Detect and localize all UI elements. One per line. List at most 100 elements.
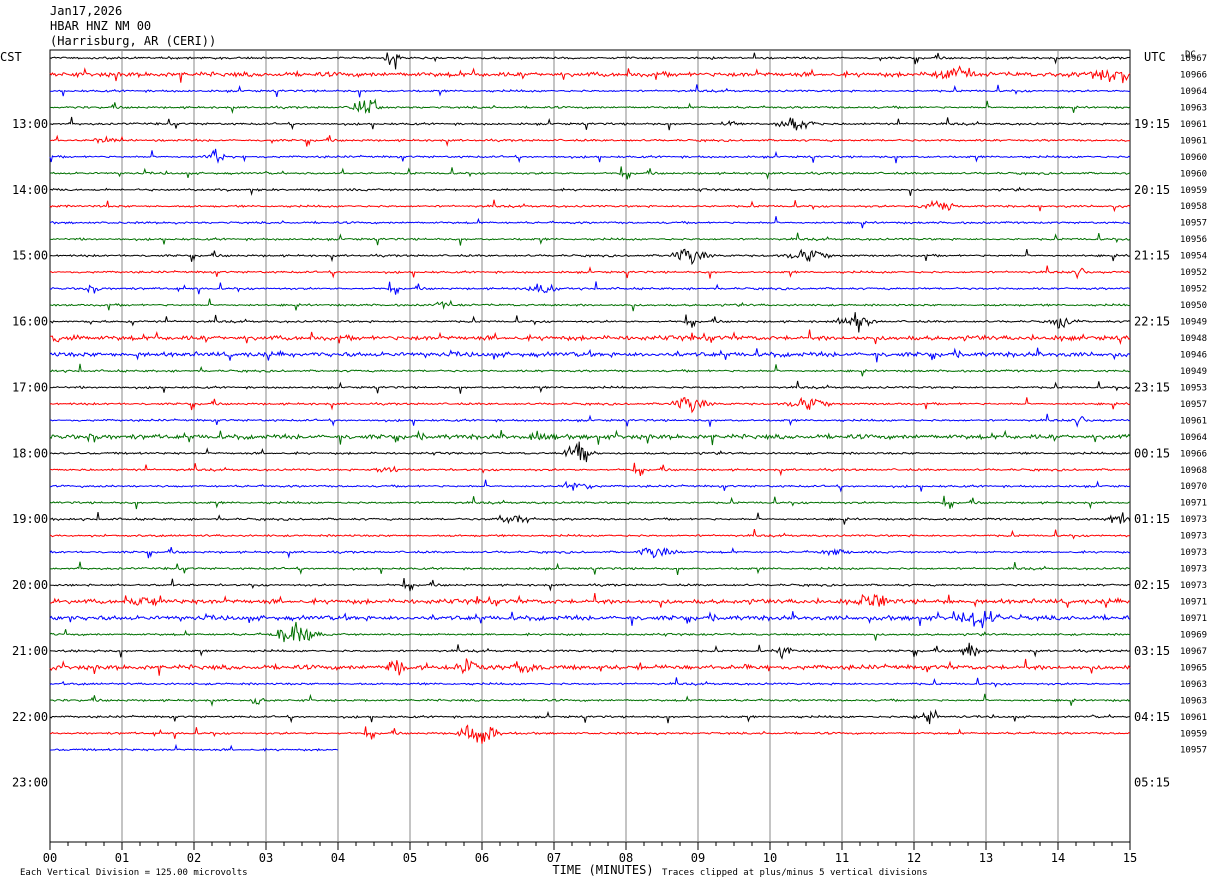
cst-hour-label: 23:00 [12, 776, 48, 790]
cst-hour-label: 17:00 [12, 380, 48, 394]
dc-offset-label: 10956 [1180, 235, 1207, 245]
x-tick-label: 14 [1051, 851, 1065, 865]
x-tick-label: 13 [979, 851, 993, 865]
x-tick-label: 05 [403, 851, 417, 865]
trace-line [49, 166, 1131, 180]
trace-line [49, 186, 1131, 196]
trace-line [49, 610, 1131, 629]
trace-line [49, 546, 1131, 559]
dc-offset-label: 10973 [1180, 581, 1207, 591]
trace-line [49, 281, 1131, 295]
dc-offset-label: 10959 [1180, 186, 1207, 196]
trace-line [49, 396, 1131, 414]
dc-offset-label: 10967 [1180, 54, 1207, 64]
utc-hour-label: 04:15 [1134, 710, 1170, 724]
dc-offset-label: 10957 [1180, 219, 1207, 229]
cst-hour-label: 13:00 [12, 117, 48, 131]
left-axis-label: CST [0, 50, 22, 64]
dc-offset-label: 10957 [1180, 400, 1207, 410]
minute-grid [49, 49, 1131, 843]
trace-line [49, 363, 1131, 377]
dc-offset-label: 10963 [1180, 696, 1207, 706]
cst-hour-label: 19:00 [12, 512, 48, 526]
trace-line [49, 298, 1131, 312]
dc-offset-label: 10952 [1180, 268, 1207, 278]
dc-offset-label: 10961 [1180, 713, 1207, 723]
dc-offset-label: 10960 [1180, 153, 1207, 163]
utc-hour-label: 19:15 [1134, 117, 1170, 131]
cst-hour-label: 20:00 [12, 578, 48, 592]
dc-offset-label: 10952 [1180, 285, 1207, 295]
dc-offset-label: 10966 [1180, 70, 1207, 80]
station-location: (Harrisburg, AR (CERI)) [50, 34, 217, 48]
trace-line [49, 52, 1131, 70]
x-tick-label: 00 [43, 851, 57, 865]
trace-line [50, 380, 1131, 394]
trace-line [49, 248, 1131, 266]
dc-offset-label: 10954 [1180, 252, 1207, 262]
trace-line [49, 329, 1131, 345]
utc-hour-label: 05:15 [1134, 776, 1170, 790]
dc-offset-label: 10957 [1180, 746, 1207, 756]
cst-hour-label: 22:00 [12, 710, 48, 724]
scale-note: Each Vertical Division = 125.00 microvol… [20, 868, 248, 878]
trace-line [49, 724, 1131, 744]
trace-line [50, 116, 1131, 131]
trace-line [49, 708, 1131, 725]
cst-hour-label: 18:00 [12, 446, 48, 460]
dc-offset-label: 10959 [1180, 729, 1207, 739]
trace-line [49, 312, 1131, 333]
x-tick-label: 02 [187, 851, 201, 865]
dc-offset-label: 10946 [1180, 350, 1207, 360]
dc-offset-label: 10961 [1180, 120, 1207, 130]
dc-offset-label: 10963 [1180, 103, 1207, 113]
trace-line [49, 528, 1131, 540]
x-tick-label: 15 [1123, 851, 1137, 865]
dc-offset-label: 10950 [1180, 301, 1207, 311]
trace-line [49, 429, 1131, 446]
x-tick-label: 04 [331, 851, 345, 865]
trace-line [49, 578, 1131, 592]
dc-offset-label: 10960 [1180, 169, 1207, 179]
dc-offset-label: 10971 [1180, 499, 1207, 509]
dc-offset-label: 10970 [1180, 482, 1207, 492]
trace-line [49, 265, 1131, 280]
trace-line [49, 693, 1131, 707]
right-axis-label: UTC [1144, 50, 1166, 64]
trace-line [49, 479, 1131, 493]
trace-line [50, 462, 1131, 477]
trace-line [49, 134, 1131, 147]
x-tick-label: 11 [835, 851, 849, 865]
trace-line [49, 98, 1131, 115]
trace-line [49, 441, 1130, 463]
dc-offset-label: 10958 [1180, 202, 1207, 212]
trace-line [49, 561, 1131, 575]
trace-line [49, 658, 1131, 676]
trace-line [49, 413, 1131, 428]
dc-offset-label: 10961 [1180, 416, 1207, 426]
dc-offset-label: 10969 [1180, 630, 1207, 640]
clip-note: Traces clipped at plus/minus 5 vertical … [662, 868, 928, 878]
dc-offset-label: 10963 [1180, 680, 1207, 690]
dc-offset-label: 10961 [1180, 136, 1207, 146]
dc-offset-label: 10973 [1180, 548, 1207, 558]
dc-offset-label: 10973 [1180, 532, 1207, 542]
x-axis-label: TIME (MINUTES) [552, 863, 653, 877]
trace-line [49, 216, 1131, 229]
trace-line [49, 743, 339, 752]
dc-offset-label: 10968 [1180, 466, 1207, 476]
dc-offset-label: 10971 [1180, 598, 1207, 608]
utc-hour-label: 23:15 [1134, 380, 1170, 394]
x-tick-label: 09 [691, 851, 705, 865]
utc-hour-label: 21:15 [1134, 249, 1170, 263]
dc-offset-label: 10964 [1180, 433, 1207, 443]
trace-line [49, 621, 1131, 643]
utc-hour-label: 01:15 [1134, 512, 1170, 526]
trace-line [49, 347, 1131, 363]
dc-offset-label: 10964 [1180, 87, 1207, 97]
dc-offset-label: 10967 [1180, 647, 1207, 657]
dc-offset-label: 10966 [1180, 449, 1207, 459]
x-tick-label: 01 [115, 851, 129, 865]
x-tick-label: 10 [763, 851, 777, 865]
